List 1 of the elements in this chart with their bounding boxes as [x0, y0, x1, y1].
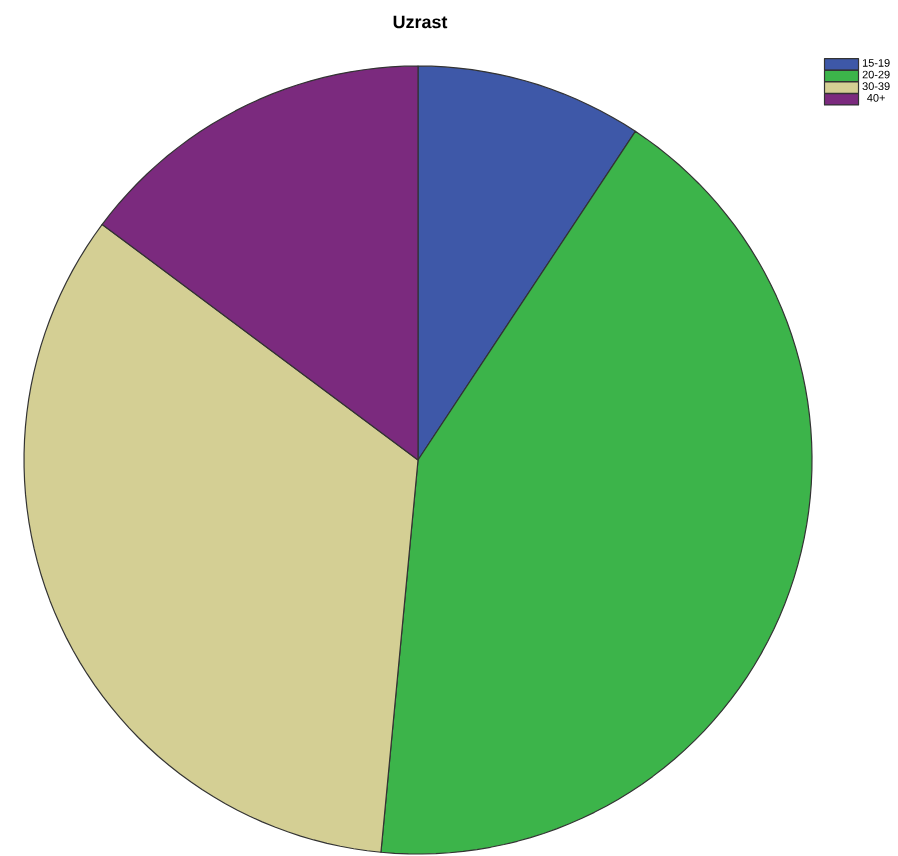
chart-title: Uzrast [393, 15, 448, 29]
